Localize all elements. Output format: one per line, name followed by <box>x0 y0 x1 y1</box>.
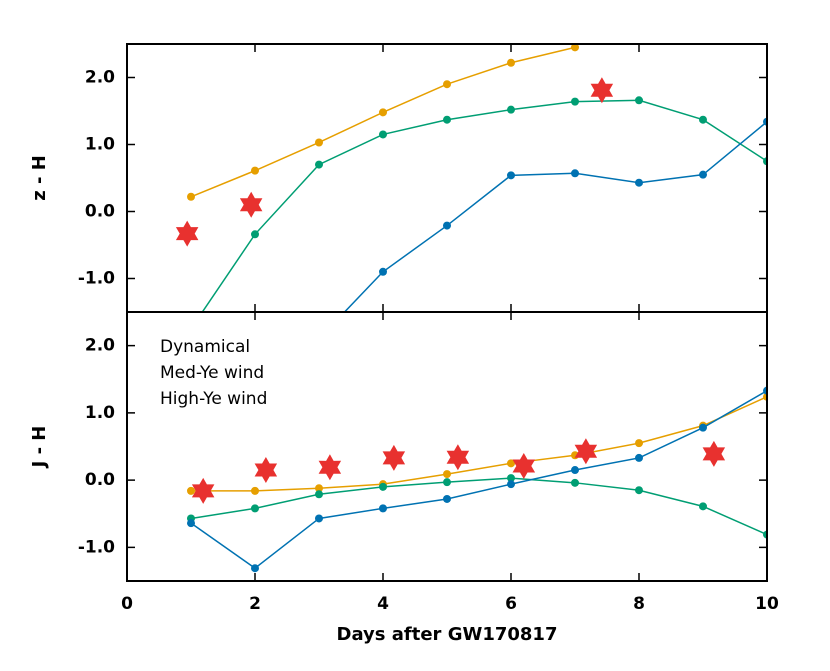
observation-star <box>574 438 598 465</box>
data-point <box>251 166 259 175</box>
plot-area <box>175 44 767 343</box>
data-point <box>635 486 643 495</box>
data-point <box>699 423 707 432</box>
data-point <box>507 58 515 67</box>
legend-entry: High-Ye wind <box>160 389 267 409</box>
data-point <box>379 130 387 139</box>
data-point <box>507 105 515 114</box>
data-point <box>187 519 195 528</box>
y-tick-label: 1.0 <box>85 403 115 423</box>
y-tick-label: -1.0 <box>78 537 115 557</box>
data-point <box>187 325 195 333</box>
y-tick-label: 2.0 <box>85 336 115 356</box>
x-tick-label: 8 <box>633 594 645 614</box>
data-point <box>635 178 643 187</box>
data-point <box>699 115 707 124</box>
data-point <box>187 192 195 201</box>
x-tick-label: 0 <box>121 594 133 614</box>
series-line <box>190 46 576 198</box>
series-line <box>190 477 767 536</box>
observation-star <box>590 77 614 104</box>
plot-frame <box>126 311 768 582</box>
data-point <box>699 170 707 179</box>
observation-star <box>512 453 536 479</box>
data-point <box>315 138 323 147</box>
data-point <box>315 490 323 499</box>
data-point <box>443 115 451 124</box>
data-point <box>699 502 707 511</box>
data-point <box>187 486 195 495</box>
data-point <box>635 96 643 105</box>
x-tick-label: 10 <box>755 594 779 614</box>
data-point <box>315 335 323 343</box>
observation-star <box>446 444 470 471</box>
data-point <box>443 478 451 487</box>
y-axis-label: J - H <box>29 426 50 470</box>
y-tick-label: 0.0 <box>85 202 115 222</box>
data-point <box>251 504 259 513</box>
x-axis-label: Days after GW170817 <box>337 624 558 645</box>
data-point <box>315 484 323 493</box>
data-point <box>443 221 451 230</box>
series-line <box>201 99 767 312</box>
data-point <box>379 482 387 491</box>
plot-area <box>187 386 767 573</box>
observation-star <box>239 191 263 218</box>
data-point <box>571 44 579 52</box>
data-point <box>379 504 387 513</box>
data-point <box>507 459 515 468</box>
data-point <box>443 80 451 89</box>
data-point <box>635 453 643 462</box>
observation-star <box>175 220 199 247</box>
y-tick-label: -1.0 <box>78 269 115 289</box>
y-tick-label: 1.0 <box>85 135 115 155</box>
data-point <box>571 466 579 475</box>
x-tick-label: 2 <box>249 594 261 614</box>
x-tick-label: 6 <box>505 594 517 614</box>
x-tick-label: 4 <box>377 594 389 614</box>
y-axis-label: z - H <box>29 155 50 201</box>
observation-star <box>702 440 726 467</box>
data-point <box>635 439 643 448</box>
legend-entry: Med-Ye wind <box>160 363 264 383</box>
legend-entry: Dynamical <box>160 337 250 357</box>
data-point <box>571 97 579 106</box>
series-line <box>190 390 767 570</box>
observation-star <box>191 477 215 504</box>
data-point <box>571 169 579 178</box>
data-point <box>507 171 515 180</box>
observation-star <box>318 454 342 481</box>
y-tick-label: 0.0 <box>85 470 115 490</box>
data-point <box>315 514 323 523</box>
data-point <box>443 494 451 503</box>
data-point <box>251 564 259 573</box>
data-point <box>251 486 259 495</box>
series-line <box>343 121 767 312</box>
data-point <box>315 160 323 169</box>
data-point <box>507 480 515 489</box>
observation-star <box>254 457 278 483</box>
observation-star <box>382 444 406 471</box>
y-tick-label: 2.0 <box>85 68 115 88</box>
series-line <box>191 396 767 492</box>
data-point <box>379 108 387 117</box>
data-point <box>379 267 387 276</box>
data-point <box>251 230 259 239</box>
data-point <box>571 478 579 487</box>
data-point <box>507 474 515 483</box>
data-point <box>443 470 451 479</box>
